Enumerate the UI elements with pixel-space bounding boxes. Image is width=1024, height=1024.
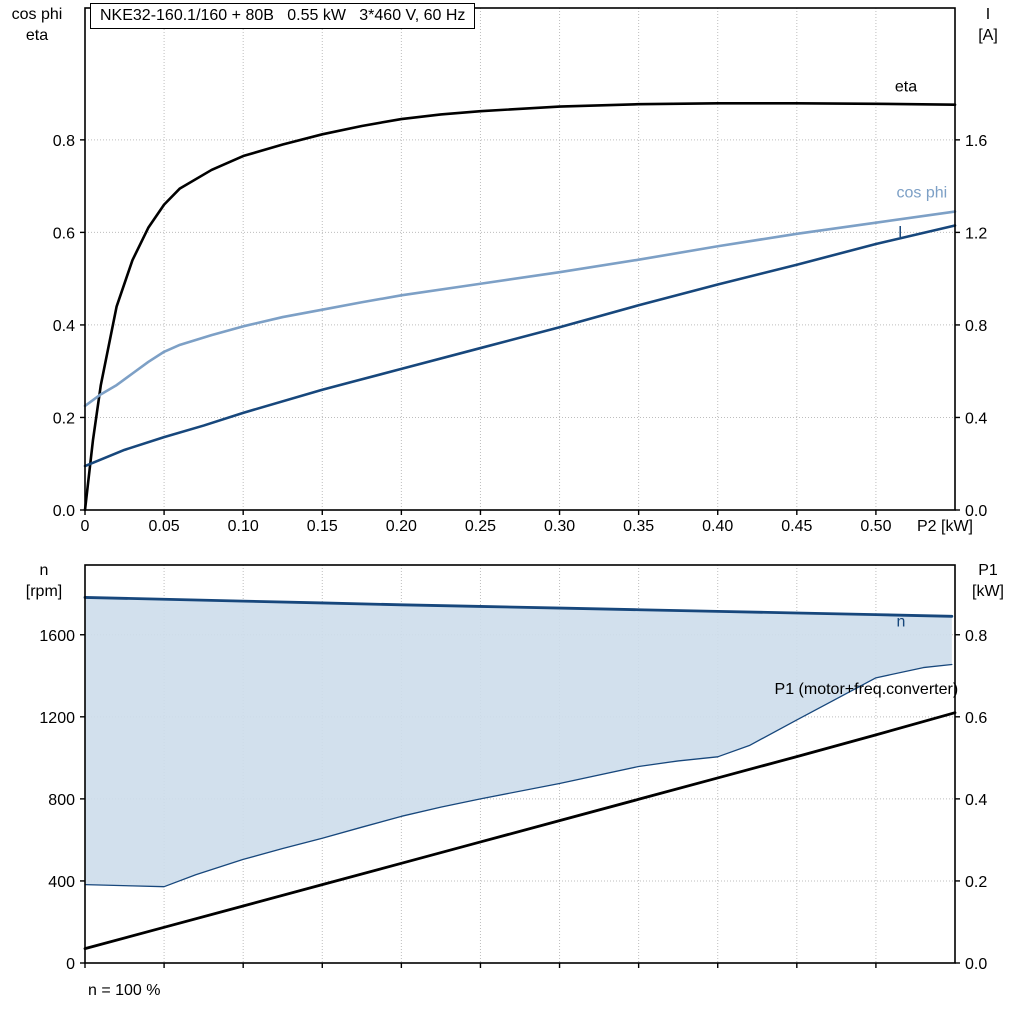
bottom-left-axis-title: n [rpm] [6, 560, 82, 602]
svg-text:0.6: 0.6 [53, 225, 75, 242]
svg-text:0.8: 0.8 [965, 628, 987, 645]
kw-unit-label: [kW] [972, 583, 1004, 600]
eta-axis-label: eta [25, 27, 49, 44]
svg-text:0.4: 0.4 [965, 410, 987, 427]
svg-text:1200: 1200 [39, 710, 75, 727]
svg-text:0.6: 0.6 [965, 710, 987, 727]
svg-text:0: 0 [81, 518, 90, 535]
svg-text:0.2: 0.2 [53, 410, 75, 427]
bottom-chart-svg: n P1 (motor+freq.converter) 0 400 800 1200 160… [39, 564, 987, 973]
svg-text:0.0: 0.0 [965, 956, 987, 973]
svg-text:800: 800 [48, 792, 75, 809]
speed-footnote: n = 100 % [88, 982, 161, 999]
current-axis-label: I [985, 6, 991, 23]
svg-text:1600: 1600 [39, 628, 75, 645]
top-right-axis-title: I [A] [956, 4, 1020, 46]
svg-text:0.40: 0.40 [702, 518, 733, 535]
rpm-unit-label: [rpm] [25, 583, 63, 600]
svg-text:I: I [898, 224, 902, 241]
svg-text:1.6: 1.6 [965, 133, 987, 150]
svg-text:0.15: 0.15 [307, 518, 338, 535]
speed-control-range [85, 597, 952, 887]
svg-text:0.0: 0.0 [965, 503, 987, 520]
svg-text:eta: eta [895, 78, 917, 95]
top-chart-svg: eta cos phi I 0 0.05 0.10 0.15 0.20 0.25 0.30 0.35… [53, 7, 987, 535]
svg-text:400: 400 [48, 874, 75, 891]
svg-text:0.05: 0.05 [149, 518, 180, 535]
svg-text:0.50: 0.50 [860, 518, 891, 535]
bottom-right-axis-title: P1 [kW] [954, 560, 1022, 602]
cos-phi-axis-label: cos phi [11, 6, 63, 23]
svg-text:0.8: 0.8 [965, 318, 987, 335]
svg-text:0.2: 0.2 [965, 874, 987, 891]
chart-title: NKE32-160.1/160 + 80B 0.55 kW 3*460 V, 6… [90, 3, 476, 29]
svg-text:0.25: 0.25 [465, 518, 496, 535]
svg-text:P2 [kW]: P2 [kW] [917, 518, 973, 535]
svg-text:P1 (motor+freq.converter): P1 (motor+freq.converter) [775, 681, 959, 698]
svg-text:0.10: 0.10 [228, 518, 259, 535]
speed-axis-label: n [39, 562, 49, 579]
svg-text:0.0: 0.0 [53, 503, 75, 520]
top-left-axis-title: cos phi eta [2, 4, 72, 46]
svg-text:n: n [896, 614, 905, 631]
svg-text:0.35: 0.35 [623, 518, 654, 535]
svg-text:0.45: 0.45 [781, 518, 812, 535]
svg-text:0.30: 0.30 [544, 518, 575, 535]
ampere-unit-label: [A] [978, 27, 998, 44]
svg-text:0.4: 0.4 [53, 318, 75, 335]
p1-axis-label: P1 [978, 562, 998, 579]
svg-text:cos phi: cos phi [896, 185, 947, 202]
svg-text:0: 0 [66, 956, 75, 973]
svg-text:0.8: 0.8 [53, 133, 75, 150]
svg-text:0.4: 0.4 [965, 792, 987, 809]
svg-text:1.2: 1.2 [965, 225, 987, 242]
svg-text:0.20: 0.20 [386, 518, 417, 535]
